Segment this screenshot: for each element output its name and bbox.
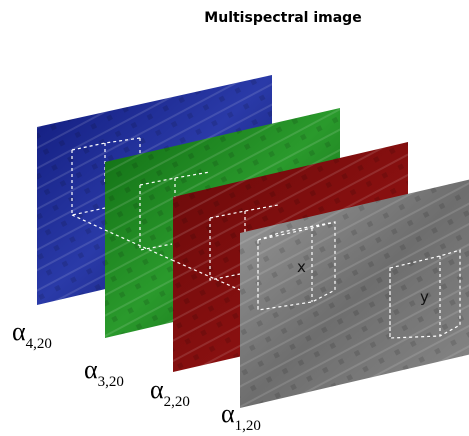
layer-subscript: 1,20 bbox=[235, 418, 261, 434]
diagram: Multispectral image x y α4,20 α3,20 α2,2… bbox=[0, 0, 469, 436]
cube-label: y bbox=[420, 288, 429, 306]
layer-subscript: 2,20 bbox=[164, 394, 190, 410]
layer-label: α3,20 bbox=[84, 355, 124, 390]
layer-subscript: 4,20 bbox=[26, 336, 52, 352]
layer-symbol: α bbox=[12, 317, 26, 346]
layer-subscript: 3,20 bbox=[98, 374, 124, 390]
layer-symbol: α bbox=[221, 399, 235, 428]
layer-symbol: α bbox=[150, 375, 164, 404]
layer-symbol: α bbox=[84, 355, 98, 384]
layer-label: α2,20 bbox=[150, 375, 190, 410]
layer-label: α4,20 bbox=[12, 317, 52, 352]
title: Multispectral image bbox=[204, 10, 361, 26]
cube-label: x bbox=[297, 258, 306, 276]
